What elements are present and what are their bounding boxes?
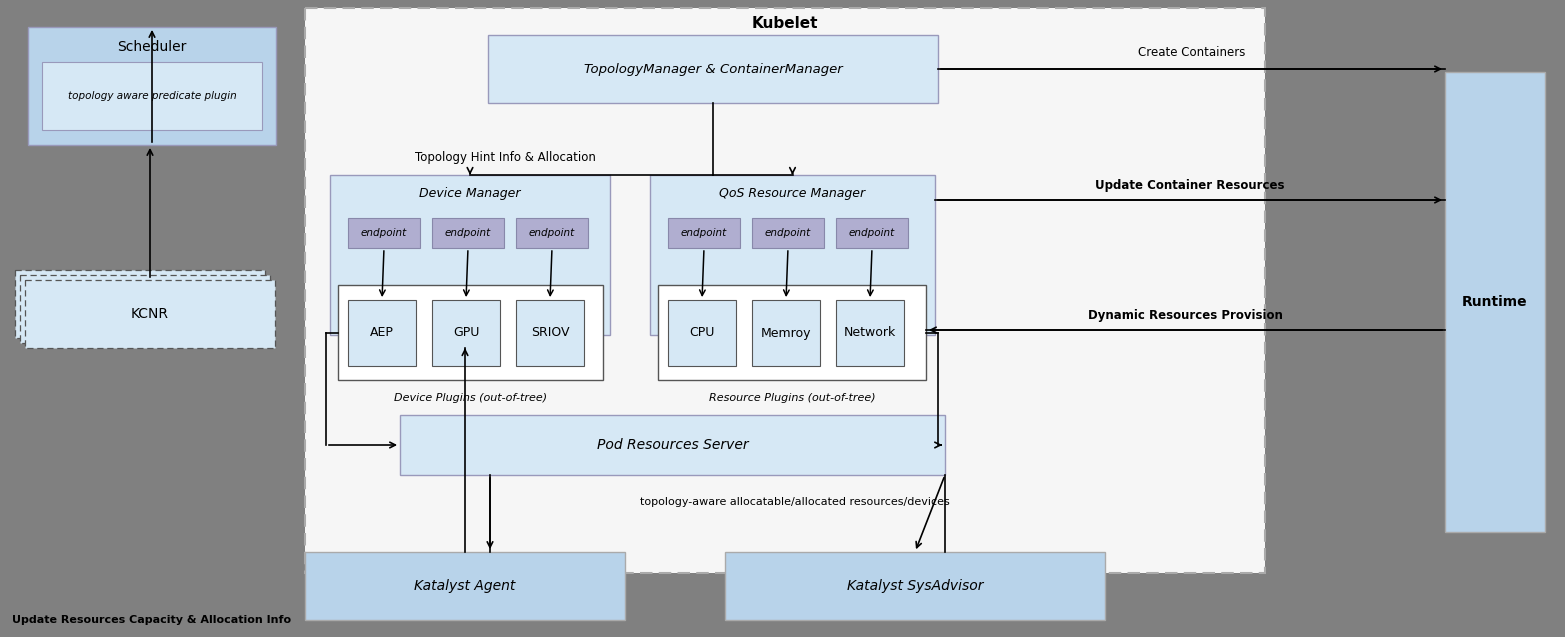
Bar: [836, 300, 905, 366]
Bar: [25, 280, 275, 348]
Text: Pod Resources Server: Pod Resources Server: [596, 438, 748, 452]
Text: TopologyManager & ContainerManager: TopologyManager & ContainerManager: [584, 62, 842, 76]
Bar: [28, 27, 275, 145]
Text: Katalyst SysAdvisor: Katalyst SysAdvisor: [847, 579, 983, 593]
Text: Device Plugins (out-of-tree): Device Plugins (out-of-tree): [394, 393, 548, 403]
Bar: [753, 300, 820, 366]
Text: endpoint: endpoint: [848, 228, 895, 238]
Bar: [516, 218, 588, 248]
Text: endpoint: endpoint: [362, 228, 407, 238]
Text: Create Containers: Create Containers: [1138, 47, 1246, 59]
Text: topology aware predicate plugin: topology aware predicate plugin: [67, 91, 236, 101]
Text: endpoint: endpoint: [444, 228, 491, 238]
Bar: [516, 300, 584, 366]
Bar: [432, 218, 504, 248]
Text: Device Manager: Device Manager: [419, 187, 521, 199]
Bar: [305, 8, 1265, 573]
Text: QoS Resource Manager: QoS Resource Manager: [720, 187, 865, 199]
Text: Update Container Resources: Update Container Resources: [1096, 180, 1285, 192]
Text: AEP: AEP: [369, 327, 394, 340]
Bar: [401, 415, 945, 475]
Bar: [347, 300, 416, 366]
Bar: [42, 62, 261, 130]
Text: Kubelet: Kubelet: [751, 15, 818, 31]
Text: Memroy: Memroy: [761, 327, 811, 340]
Bar: [1444, 72, 1545, 532]
Bar: [753, 218, 825, 248]
Text: endpoint: endpoint: [681, 228, 728, 238]
Bar: [725, 552, 1105, 620]
Bar: [305, 552, 624, 620]
Text: Runtime: Runtime: [1462, 295, 1527, 309]
Text: endpoint: endpoint: [765, 228, 811, 238]
Text: SRIOV: SRIOV: [531, 327, 570, 340]
Bar: [432, 300, 499, 366]
Bar: [668, 218, 740, 248]
Text: Network: Network: [844, 327, 897, 340]
Bar: [16, 270, 264, 338]
Bar: [338, 285, 603, 380]
Text: GPU: GPU: [452, 327, 479, 340]
Text: KCNR: KCNR: [131, 307, 169, 321]
Bar: [836, 218, 908, 248]
Text: Scheduler: Scheduler: [117, 40, 186, 54]
Text: Dynamic Resources Provision: Dynamic Resources Provision: [1088, 310, 1283, 322]
Text: topology-aware allocatable/allocated resources/devices: topology-aware allocatable/allocated res…: [640, 497, 950, 507]
Bar: [330, 175, 610, 335]
Bar: [488, 35, 937, 103]
Bar: [649, 175, 934, 335]
Text: CPU: CPU: [689, 327, 715, 340]
Text: endpoint: endpoint: [529, 228, 574, 238]
Bar: [347, 218, 419, 248]
Bar: [657, 285, 926, 380]
Text: Topology Hint Info & Allocation: Topology Hint Info & Allocation: [415, 152, 596, 164]
Bar: [20, 275, 271, 343]
Text: Update Resources Capacity & Allocation Info: Update Resources Capacity & Allocation I…: [13, 615, 291, 625]
Bar: [668, 300, 736, 366]
Text: Resource Plugins (out-of-tree): Resource Plugins (out-of-tree): [709, 393, 875, 403]
Text: Katalyst Agent: Katalyst Agent: [415, 579, 516, 593]
